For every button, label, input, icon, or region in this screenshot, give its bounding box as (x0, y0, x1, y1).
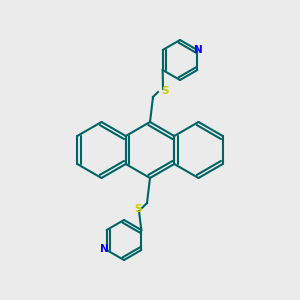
Text: S: S (134, 204, 142, 214)
Text: N: N (194, 45, 203, 55)
Text: N: N (100, 244, 109, 254)
Text: S: S (161, 86, 169, 96)
